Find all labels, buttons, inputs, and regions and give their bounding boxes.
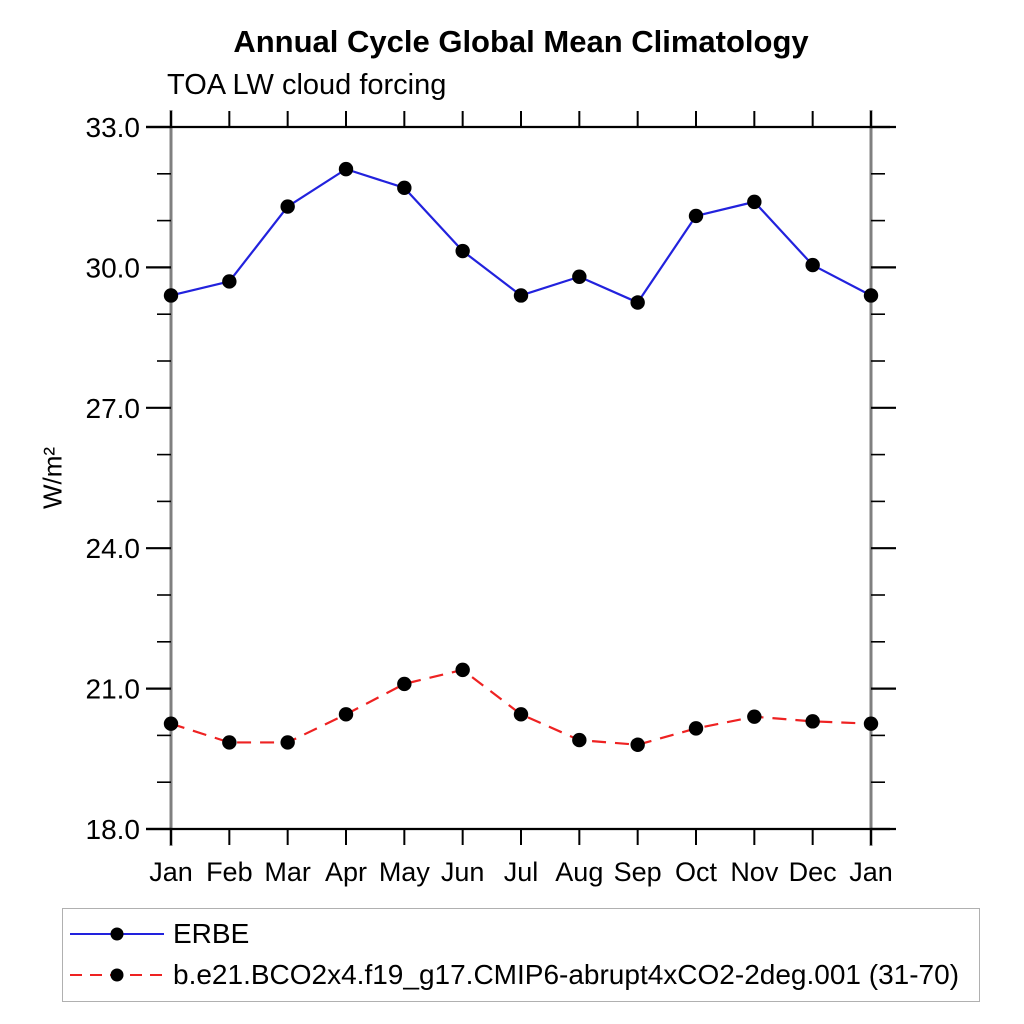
legend: ERBE b.e21.BCO2x4.f19_g17.CMIP6-abrupt4x… [62, 908, 980, 1002]
data-point-marker [863, 288, 879, 303]
legend-marker-dot [110, 927, 124, 941]
legend-sample-model [70, 968, 164, 982]
x-axis-tick-label: Apr [325, 857, 367, 887]
data-point-marker [572, 732, 587, 748]
data-point-marker [397, 676, 412, 692]
data-point-marker [863, 716, 879, 731]
legend-sample-erbe [70, 927, 164, 941]
data-point-marker [455, 662, 470, 678]
legend-entry-erbe: ERBE [67, 918, 249, 949]
data-point-marker [513, 707, 529, 722]
data-point-marker [338, 707, 354, 722]
x-axis-tick-label: Jun [441, 857, 485, 887]
data-point-marker [338, 161, 354, 177]
x-axis-tick-label: Aug [555, 857, 603, 887]
x-axis-tick-label: Dec [789, 857, 837, 887]
data-point-marker [280, 735, 295, 750]
x-axis-tick-label: Jan [149, 857, 193, 887]
x-axis-tick-label: Nov [730, 857, 779, 887]
data-point-marker [747, 194, 762, 210]
y-axis-tick-label: 33.0 [86, 112, 141, 143]
legend-label-model: b.e21.BCO2x4.f19_g17.CMIP6-abrupt4xCO2-2… [173, 959, 960, 990]
data-point-marker [805, 257, 820, 273]
legend-label-erbe: ERBE [173, 918, 250, 949]
data-point-marker [222, 735, 237, 750]
y-axis-tick-label: 27.0 [86, 393, 141, 424]
data-point-marker [805, 714, 820, 729]
data-point-marker [688, 721, 704, 736]
y-axis-tick-label: 30.0 [86, 252, 141, 283]
data-point-marker [572, 269, 587, 284]
data-point-marker [222, 274, 237, 289]
x-axis-tick-label: Sep [614, 857, 662, 887]
y-axis-tick-label: 24.0 [86, 533, 141, 564]
x-axis-tick-label: Jul [504, 857, 539, 887]
x-axis-tick-label: May [379, 857, 431, 887]
data-point-marker [455, 243, 470, 259]
series-line-0 [170, 168, 872, 304]
data-point-marker [280, 199, 295, 214]
data-point-marker [688, 208, 704, 224]
data-point-marker [513, 288, 529, 303]
chart-subtitle: TOA LW cloud forcing [167, 69, 447, 101]
legend-entry-model: b.e21.BCO2x4.f19_g17.CMIP6-abrupt4xCO2-2… [67, 959, 959, 990]
legend-marker-dot [110, 968, 124, 982]
x-axis-tick-label: Mar [264, 857, 311, 887]
y-axis-tick-label: 18.0 [86, 814, 141, 845]
data-point-marker [747, 709, 762, 724]
data-point-marker [630, 295, 645, 310]
data-point-marker [163, 716, 179, 731]
data-point-marker [630, 737, 645, 752]
x-axis-tick-label: Feb [206, 857, 253, 887]
chart-title: Annual Cycle Global Mean Climatology [233, 24, 809, 59]
x-axis-tick-label: Jan [849, 857, 893, 887]
data-point-marker [163, 288, 179, 303]
x-axis-tick-label: Oct [675, 857, 718, 887]
data-point-marker [397, 180, 412, 196]
y-axis-tick-label: 21.0 [86, 674, 141, 705]
